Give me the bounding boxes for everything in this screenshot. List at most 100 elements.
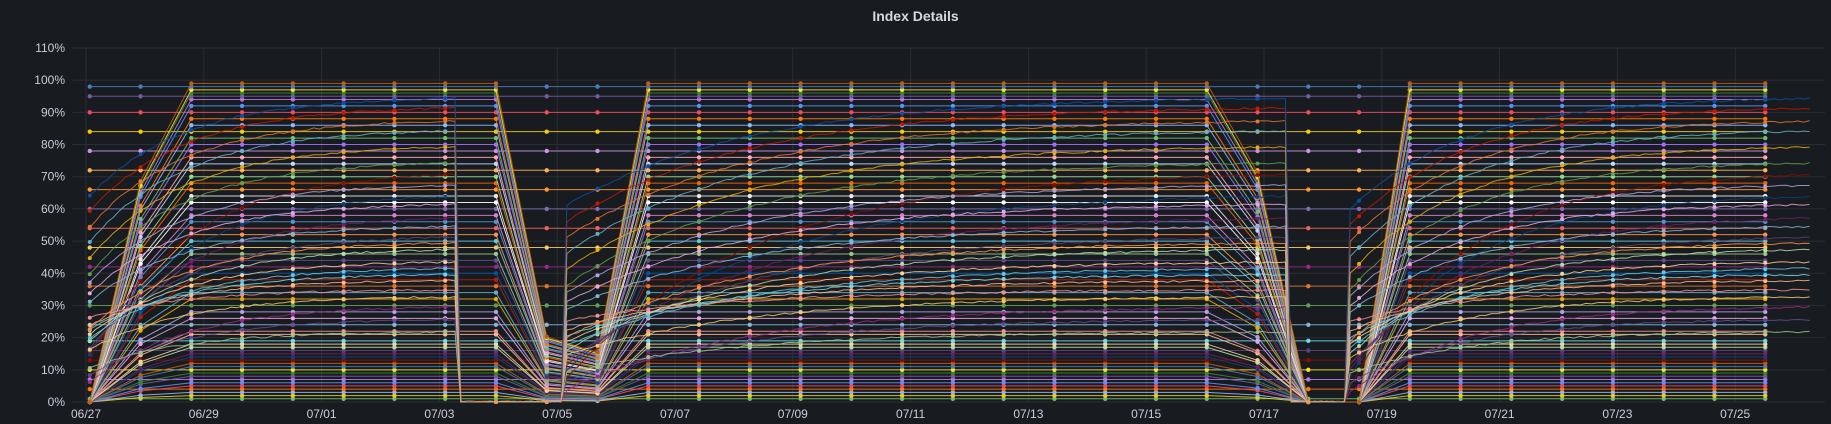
series-point bbox=[950, 374, 956, 379]
series-point bbox=[1712, 279, 1717, 284]
series-point bbox=[87, 283, 92, 289]
series-point bbox=[1610, 148, 1616, 154]
series-point bbox=[1661, 90, 1666, 96]
series-point bbox=[392, 226, 397, 231]
series-point bbox=[950, 357, 956, 363]
series-point bbox=[747, 396, 753, 401]
series-point bbox=[1712, 262, 1717, 267]
series-point bbox=[1306, 110, 1311, 115]
series-point bbox=[87, 224, 92, 229]
series-point bbox=[1103, 367, 1108, 373]
series-point bbox=[240, 278, 245, 283]
series-point bbox=[696, 90, 702, 96]
series-point bbox=[240, 238, 245, 243]
series-point bbox=[849, 374, 854, 379]
series-point bbox=[1153, 396, 1159, 401]
series-point bbox=[1763, 380, 1768, 385]
series-point bbox=[1509, 174, 1514, 179]
series-point bbox=[899, 84, 905, 89]
series-point bbox=[1763, 330, 1768, 335]
series-point bbox=[1610, 383, 1616, 389]
series-point bbox=[1610, 333, 1615, 338]
series-point bbox=[392, 306, 397, 311]
series-point bbox=[189, 367, 194, 373]
series-point bbox=[493, 116, 499, 122]
series-point bbox=[138, 203, 143, 208]
series-point bbox=[1153, 90, 1159, 96]
series-point bbox=[747, 116, 753, 122]
series-point bbox=[493, 271, 499, 276]
series-point bbox=[1509, 377, 1514, 382]
series-point bbox=[696, 357, 702, 363]
series-point bbox=[189, 81, 194, 86]
series-point bbox=[849, 128, 854, 133]
series-point bbox=[1763, 81, 1768, 86]
series-point bbox=[1407, 341, 1413, 347]
series-point bbox=[1204, 390, 1209, 395]
series-point bbox=[341, 181, 346, 186]
series-point bbox=[950, 354, 956, 360]
series-point bbox=[442, 251, 448, 257]
series-point bbox=[1357, 339, 1362, 344]
series-point bbox=[1407, 364, 1413, 369]
series-point bbox=[646, 174, 651, 179]
series-point bbox=[392, 383, 397, 389]
series-line bbox=[89, 372, 1766, 403]
series-point bbox=[1661, 174, 1666, 179]
series-line bbox=[89, 382, 1766, 403]
series-point bbox=[1255, 371, 1260, 377]
series-point bbox=[189, 377, 194, 382]
series-point bbox=[1153, 288, 1158, 293]
series-point bbox=[1357, 360, 1362, 365]
series-point bbox=[544, 110, 549, 115]
y-tick-label: 80% bbox=[41, 138, 65, 152]
series-point bbox=[1610, 312, 1615, 317]
series-point bbox=[1661, 348, 1666, 353]
series-point bbox=[1407, 380, 1413, 385]
series-line bbox=[89, 130, 1810, 403]
series-point bbox=[1661, 383, 1666, 389]
series-point bbox=[1458, 224, 1463, 229]
series-point bbox=[493, 377, 499, 382]
series-point bbox=[442, 361, 448, 366]
series-point bbox=[1610, 206, 1616, 212]
series-point bbox=[646, 331, 651, 336]
series-point bbox=[950, 274, 955, 279]
series-point bbox=[1153, 267, 1158, 272]
series-point bbox=[1407, 313, 1412, 318]
series-point bbox=[950, 110, 956, 115]
series-point bbox=[1763, 357, 1768, 363]
series-point bbox=[442, 393, 448, 398]
series-point bbox=[1103, 239, 1108, 244]
series-point bbox=[1052, 182, 1057, 187]
series-point bbox=[696, 396, 702, 401]
series-point bbox=[849, 393, 854, 398]
series-point bbox=[443, 202, 448, 207]
series-point bbox=[747, 221, 752, 226]
series-point bbox=[1001, 377, 1006, 382]
panel-title[interactable]: Index Details bbox=[872, 8, 959, 24]
series-point bbox=[239, 396, 245, 401]
series-point bbox=[87, 386, 92, 392]
series-point bbox=[849, 288, 854, 293]
series-point bbox=[950, 283, 955, 288]
series-point bbox=[290, 380, 296, 385]
series-point bbox=[1712, 374, 1717, 379]
series-point bbox=[1763, 396, 1768, 401]
series-point bbox=[290, 282, 295, 287]
series-point bbox=[696, 377, 702, 382]
series-point bbox=[950, 226, 956, 231]
series-point bbox=[1001, 227, 1006, 232]
series-point bbox=[138, 279, 143, 284]
series-point bbox=[493, 264, 499, 270]
series-point bbox=[1559, 357, 1565, 363]
series-point bbox=[798, 206, 803, 212]
series-point bbox=[1103, 155, 1108, 160]
series-point bbox=[1204, 187, 1209, 192]
series-point bbox=[1153, 94, 1159, 99]
series-point bbox=[1103, 174, 1108, 179]
series-point bbox=[798, 240, 803, 245]
series-point bbox=[1153, 283, 1159, 289]
x-tick-label: 07/15 bbox=[1131, 407, 1161, 421]
